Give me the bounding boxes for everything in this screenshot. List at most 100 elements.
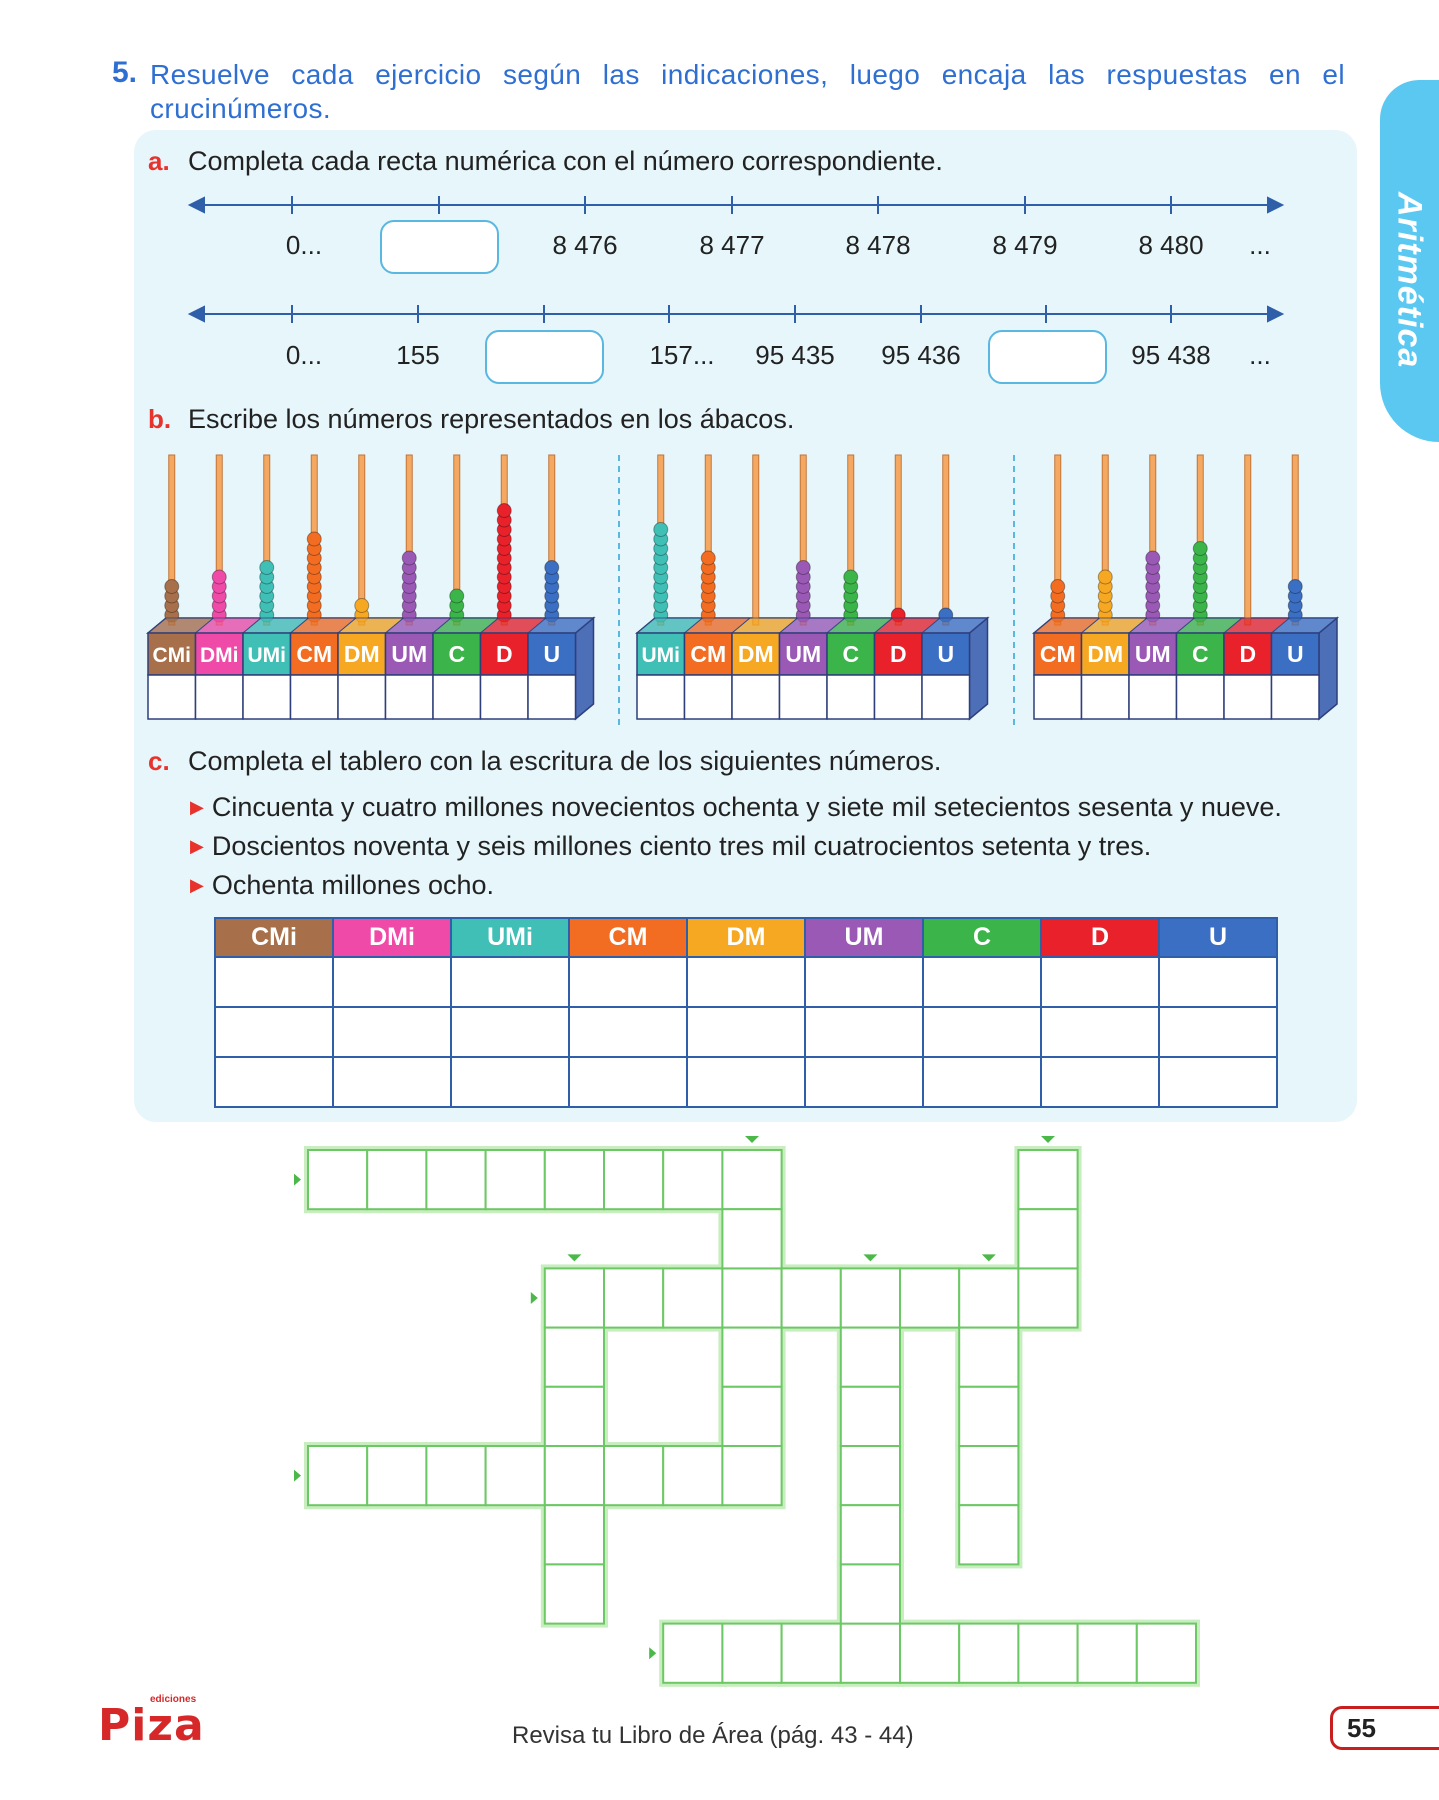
abacus-answer-cell[interactable] xyxy=(1128,674,1178,720)
abacus-answer-cell[interactable] xyxy=(636,674,686,720)
table-cell[interactable] xyxy=(214,1006,334,1058)
abacus-answer-cell[interactable] xyxy=(1080,674,1130,720)
crossword-cell[interactable] xyxy=(425,1149,487,1211)
crossword-cell[interactable] xyxy=(721,1622,783,1684)
crossword-cell[interactable] xyxy=(307,1149,369,1211)
crossword-cell[interactable] xyxy=(1135,1622,1198,1684)
crossword-cell[interactable] xyxy=(662,1622,724,1684)
crossword-cell[interactable] xyxy=(899,1267,961,1329)
crossword-cell[interactable] xyxy=(1017,1149,1079,1211)
crossword-cell[interactable] xyxy=(839,1622,901,1684)
crossword-cell[interactable] xyxy=(484,1445,546,1507)
table-cell[interactable] xyxy=(332,1006,452,1058)
table-cell[interactable] xyxy=(1158,1006,1278,1058)
abacus-answer-cell[interactable] xyxy=(778,674,828,720)
crossword-cell[interactable] xyxy=(958,1326,1020,1388)
abacus-answer-cell[interactable] xyxy=(289,674,339,720)
table-cell[interactable] xyxy=(686,1006,806,1058)
crossword-cell[interactable] xyxy=(958,1504,1020,1566)
abacus-answer-cell[interactable] xyxy=(826,674,876,720)
table-cell[interactable] xyxy=(922,1056,1042,1108)
table-cell[interactable] xyxy=(214,1056,334,1108)
crossword-cell[interactable] xyxy=(603,1445,665,1507)
crossword-cell[interactable] xyxy=(839,1326,901,1388)
table-cell[interactable] xyxy=(922,1006,1042,1058)
table-cell[interactable] xyxy=(1040,1006,1160,1058)
table-cell[interactable] xyxy=(686,1056,806,1108)
table-cell[interactable] xyxy=(804,1006,924,1058)
crossword-cell[interactable] xyxy=(839,1385,901,1447)
crossword-cell[interactable] xyxy=(543,1445,605,1507)
table-cell[interactable] xyxy=(804,956,924,1008)
crossword-cell[interactable] xyxy=(780,1267,842,1329)
crossword-cell[interactable] xyxy=(543,1267,605,1329)
crossword-cell[interactable] xyxy=(721,1267,783,1329)
abacus-answer-cell[interactable] xyxy=(147,674,197,720)
line1-answer-box[interactable] xyxy=(380,220,499,274)
crossword-cell[interactable] xyxy=(839,1504,901,1566)
table-cell[interactable] xyxy=(1158,956,1278,1008)
table-cell[interactable] xyxy=(568,1056,688,1108)
crossword-cell[interactable] xyxy=(366,1149,428,1211)
crossword-cell[interactable] xyxy=(543,1504,605,1566)
crossword-cell[interactable] xyxy=(543,1149,605,1211)
table-cell[interactable] xyxy=(214,956,334,1008)
crossword-cell[interactable] xyxy=(899,1622,961,1684)
table-cell[interactable] xyxy=(450,1006,570,1058)
crossword-cell[interactable] xyxy=(366,1445,428,1507)
crossword-cell[interactable] xyxy=(603,1149,665,1211)
crossword-cell[interactable] xyxy=(1017,1622,1079,1684)
crossword-cell[interactable] xyxy=(1017,1208,1079,1270)
abacus-answer-cell[interactable] xyxy=(194,674,244,720)
crossword-cell[interactable] xyxy=(780,1622,842,1684)
crossword-cell[interactable] xyxy=(543,1563,605,1625)
abacus-answer-cell[interactable] xyxy=(337,674,387,720)
line2-answer-box-1[interactable] xyxy=(485,330,604,384)
crossword-cell[interactable] xyxy=(958,1267,1020,1329)
table-cell[interactable] xyxy=(568,956,688,1008)
line2-answer-box-2[interactable] xyxy=(988,330,1107,384)
table-cell[interactable] xyxy=(1040,956,1160,1008)
abacus-answer-cell[interactable] xyxy=(1033,674,1083,720)
table-cell[interactable] xyxy=(1040,1056,1160,1108)
crossword-cell[interactable] xyxy=(721,1326,783,1388)
table-cell[interactable] xyxy=(332,1056,452,1108)
crossword-cell[interactable] xyxy=(721,1385,783,1447)
crossword-cell[interactable] xyxy=(958,1445,1020,1507)
abacus-answer-cell[interactable] xyxy=(731,674,781,720)
crossword-cell[interactable] xyxy=(958,1622,1020,1684)
crossword-cell[interactable] xyxy=(1017,1267,1079,1329)
abacus-answer-cell[interactable] xyxy=(921,674,971,720)
crossword-cell[interactable] xyxy=(307,1445,369,1507)
crossword-cell[interactable] xyxy=(839,1445,901,1507)
abacus-answer-cell[interactable] xyxy=(1175,674,1225,720)
crossword-cell[interactable] xyxy=(662,1149,724,1211)
abacus-answer-cell[interactable] xyxy=(479,674,529,720)
table-cell[interactable] xyxy=(450,956,570,1008)
abacus-answer-cell[interactable] xyxy=(1223,674,1273,720)
abacus-answer-cell[interactable] xyxy=(683,674,733,720)
abacus-answer-cell[interactable] xyxy=(432,674,482,720)
table-cell[interactable] xyxy=(568,1006,688,1058)
crossword-cell[interactable] xyxy=(543,1326,605,1388)
abacus-answer-cell[interactable] xyxy=(873,674,923,720)
crossword-cell[interactable] xyxy=(662,1445,724,1507)
crossword-cell[interactable] xyxy=(603,1267,665,1329)
crossword-cell[interactable] xyxy=(1076,1622,1138,1684)
abacus-answer-cell[interactable] xyxy=(1270,674,1320,720)
table-cell[interactable] xyxy=(686,956,806,1008)
crossword-cell[interactable] xyxy=(839,1267,901,1329)
crossword-cell[interactable] xyxy=(662,1267,724,1329)
crossword-cell[interactable] xyxy=(839,1563,901,1625)
table-cell[interactable] xyxy=(804,1056,924,1108)
table-cell[interactable] xyxy=(922,956,1042,1008)
abacus-answer-cell[interactable] xyxy=(527,674,577,720)
abacus-answer-cell[interactable] xyxy=(384,674,434,720)
crossword-cell[interactable] xyxy=(721,1149,783,1211)
table-cell[interactable] xyxy=(332,956,452,1008)
crossword-cell[interactable] xyxy=(958,1385,1020,1447)
table-cell[interactable] xyxy=(450,1056,570,1108)
abacus-answer-cell[interactable] xyxy=(242,674,292,720)
crossword-cell[interactable] xyxy=(721,1445,783,1507)
table-cell[interactable] xyxy=(1158,1056,1278,1108)
